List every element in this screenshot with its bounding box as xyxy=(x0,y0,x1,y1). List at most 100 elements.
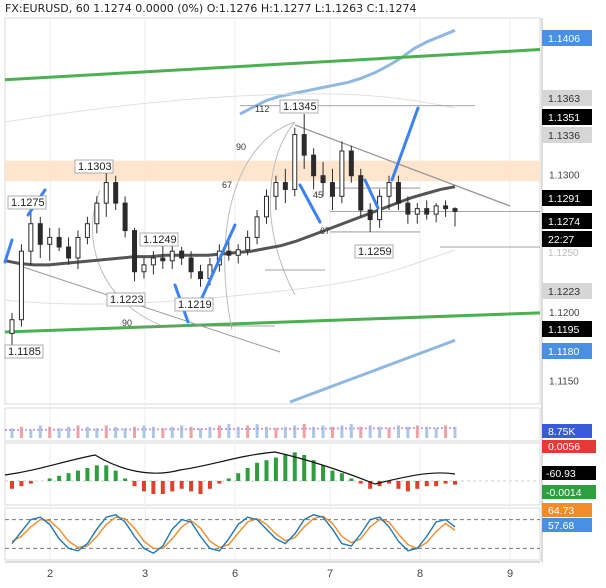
oscillator-bar xyxy=(217,481,222,484)
volume-bar xyxy=(293,425,297,438)
price-tag-box xyxy=(542,90,592,106)
pivot-label-box xyxy=(74,159,114,174)
pivot-label-box xyxy=(279,99,319,114)
symbol-header: FX:EURUSD, 60 1.1274 0.0000 (0%) O:1.127… xyxy=(5,2,417,15)
price-tag-label: 1.1223 xyxy=(548,286,580,298)
symbol-label[interactable]: FX:EURUSD, 60 xyxy=(5,2,90,15)
candle-body xyxy=(301,134,307,156)
price-tag-label: 22:27 xyxy=(548,234,574,246)
oscillator-bar xyxy=(75,470,80,481)
oscillator-bar xyxy=(302,455,307,481)
candle-body xyxy=(433,205,439,215)
volume-bar xyxy=(170,426,174,438)
oscillator-bar xyxy=(85,468,90,481)
candle-body xyxy=(141,264,147,273)
osc-tag-box xyxy=(542,485,596,499)
volume-bar xyxy=(406,426,410,438)
price-tag-label: 1.1274 xyxy=(548,216,580,228)
volume-bar xyxy=(76,425,80,438)
candle-body xyxy=(263,195,269,218)
candle-body xyxy=(37,223,43,245)
candle-body xyxy=(47,236,53,245)
pivot-label: 1.1303 xyxy=(78,161,112,173)
oscillator-bar xyxy=(321,465,326,481)
oscillator-bar xyxy=(132,481,137,487)
price-tag-box xyxy=(542,283,592,299)
oscillator-bar xyxy=(104,465,109,481)
volume-bar xyxy=(255,424,259,438)
oscillator-bar xyxy=(358,481,363,484)
volume-bar xyxy=(142,425,146,438)
price-tag-label: 1.1406 xyxy=(548,33,580,45)
volume-bar xyxy=(189,426,193,438)
candle-body xyxy=(254,216,260,238)
pane-frame xyxy=(4,507,541,561)
volume-tag-box xyxy=(542,424,592,438)
oscillator-bar xyxy=(160,481,165,494)
volume-bar xyxy=(29,429,33,438)
volume-bar xyxy=(38,425,42,438)
oscillator-bar xyxy=(377,481,382,487)
price-tag-box xyxy=(542,109,592,125)
candle-body xyxy=(179,250,185,259)
volume-bar xyxy=(180,425,184,438)
oscillator-bar xyxy=(387,481,392,484)
volume-bar xyxy=(425,426,429,438)
candle-body xyxy=(235,249,241,256)
pivot-label-box xyxy=(174,297,214,312)
volume-bar xyxy=(161,428,165,438)
volume-bar xyxy=(236,426,240,438)
oscillator-bar xyxy=(198,481,203,494)
candle-body xyxy=(75,236,81,259)
oscillator-bar xyxy=(113,470,118,481)
pivot-label-box xyxy=(106,292,146,307)
oscillator-bar xyxy=(434,481,439,487)
lower-band xyxy=(289,338,456,404)
pivot-stroke xyxy=(298,183,322,224)
candle-body xyxy=(56,236,62,248)
oscillator-bar xyxy=(273,457,278,481)
oscillator-bar xyxy=(339,473,344,481)
axis-ghost-label: 1.1250 xyxy=(548,248,579,259)
oscillator-bar xyxy=(368,481,373,489)
candle-body xyxy=(414,208,420,215)
volume-bar xyxy=(368,425,372,438)
candle-body xyxy=(292,134,298,190)
candle-body xyxy=(150,257,156,266)
price-tag-label: 1.1351 xyxy=(548,112,580,124)
oscillator-bar xyxy=(141,481,146,492)
volume-bar xyxy=(378,426,382,438)
y-tick-label: 1.1300 xyxy=(549,171,580,182)
candle-body xyxy=(395,182,401,204)
oscillator-bar xyxy=(47,478,52,481)
fib-ratio-label: 67 xyxy=(222,180,232,190)
trendline-upper xyxy=(4,48,541,82)
x-tick-label: 2 xyxy=(47,568,53,580)
candle-body xyxy=(320,175,326,184)
candle-body xyxy=(386,182,392,197)
volume-bar xyxy=(340,425,344,438)
oscillator-bar xyxy=(170,481,175,492)
candle-body xyxy=(443,205,449,210)
oscillator-bar xyxy=(10,481,14,489)
inner-band-line xyxy=(4,93,456,123)
pivot-label: 1.1185 xyxy=(8,346,41,358)
fib-arc xyxy=(269,121,296,296)
oscillator-bar xyxy=(226,478,231,481)
candle-body xyxy=(94,202,100,225)
oscillator-bar xyxy=(292,452,297,481)
oscillator-bar xyxy=(245,468,250,481)
fib-ratio-label: 67 xyxy=(320,226,330,236)
pivot-label-box xyxy=(139,232,179,247)
pivot-label: 1.1223 xyxy=(110,294,144,306)
candle-body xyxy=(9,319,15,334)
volume-bar xyxy=(114,426,118,438)
oscillator-bar xyxy=(57,475,62,481)
candle-body xyxy=(198,271,204,280)
candle-body xyxy=(348,150,354,177)
volume-bar xyxy=(10,428,14,438)
volume-ma xyxy=(4,427,456,431)
candle-body xyxy=(28,223,34,252)
fib-ratio-label: 90 xyxy=(236,142,246,152)
